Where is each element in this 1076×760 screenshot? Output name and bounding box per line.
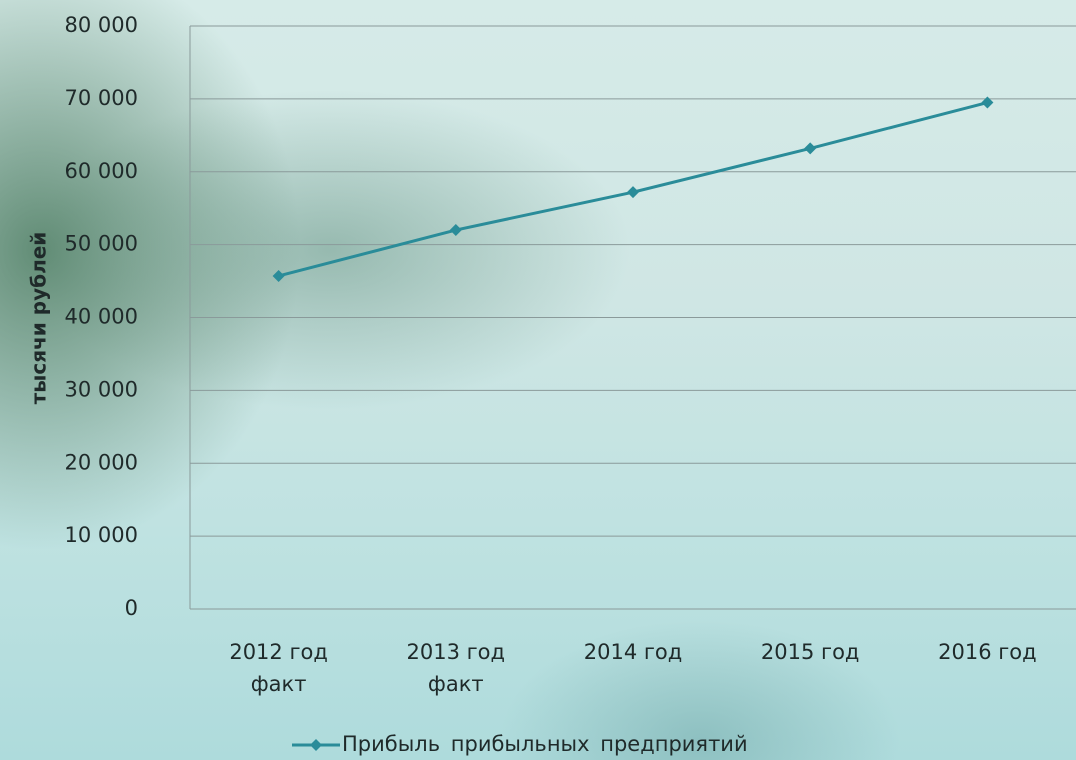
- y-tick-label: 40 000: [65, 305, 138, 329]
- marker: [272, 269, 285, 282]
- y-tick-label: 0: [125, 596, 138, 620]
- x-tick-label: 2012 год факт: [229, 640, 328, 696]
- y-axis-label: тысячи рублей: [27, 232, 51, 405]
- y-tick-label: 20 000: [65, 450, 138, 474]
- x-tick-label: 2014 год: [583, 640, 683, 664]
- x-tick-label: 2015 год: [760, 640, 860, 664]
- y-tick-label: 50 000: [65, 232, 138, 256]
- y-tick-label: 60 000: [65, 159, 138, 183]
- x-tick-label: 2013 год факт: [406, 640, 506, 696]
- y-tick-label: 80 000: [65, 13, 138, 37]
- legend-marker: [310, 739, 322, 751]
- marker: [449, 224, 462, 237]
- y-tick-label: 30 000: [65, 377, 138, 401]
- marker: [981, 96, 994, 109]
- y-tick-label: 10 000: [65, 523, 138, 547]
- y-tick-label: 70 000: [65, 86, 138, 110]
- x-tick-label: 2016 год: [938, 640, 1037, 664]
- marker: [804, 142, 817, 155]
- legend-label: Прибыль прибыльных предприятий: [342, 732, 748, 756]
- marker: [627, 186, 639, 199]
